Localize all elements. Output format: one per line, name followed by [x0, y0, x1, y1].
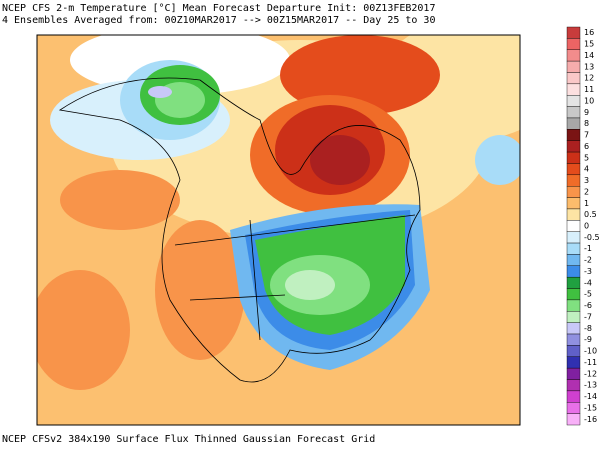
colorbar-label: -1 — [584, 244, 592, 253]
colorbar-swatch — [566, 174, 581, 187]
colorbar-label: -5 — [584, 290, 592, 299]
colorbar-label: -9 — [584, 335, 592, 344]
colorbar-swatch — [566, 333, 581, 346]
colorbar-label: 1 — [584, 199, 589, 208]
colorbar-label: 3 — [584, 176, 589, 185]
colorbar-swatch — [566, 311, 581, 323]
colorbar-swatch — [566, 106, 581, 119]
colorbar-label: 15 — [584, 40, 594, 49]
colorbar-label: -3 — [584, 267, 592, 276]
colorbar-label: 14 — [584, 51, 594, 60]
colorbar-label: 4 — [584, 165, 589, 174]
colorbar-label: -10 — [584, 347, 597, 356]
colorbar-label: 8 — [584, 119, 589, 128]
colorbar-label: -8 — [584, 324, 592, 333]
colorbar-swatch — [566, 163, 581, 176]
colorbar-label: 0.5 — [584, 210, 597, 219]
colorbar-swatch — [566, 379, 581, 392]
colorbar-swatch — [566, 38, 581, 50]
footer: NCEP CFSv2 384x190 Surface Flux Thinned … — [2, 434, 375, 445]
colorbar-swatch — [566, 367, 581, 380]
colorbar: 16 15 14 13 12 11 10 9 8 7 6 5 4 3 2 1 0.5 0 -0.5 -1 -2 -3 -4 -… — [566, 26, 600, 426]
colorbar-label: -6 — [584, 301, 592, 310]
colorbar-swatch — [566, 197, 581, 210]
colorbar-swatch — [566, 231, 581, 244]
colorbar-swatch — [566, 208, 581, 221]
colorbar-label: 9 — [584, 108, 589, 117]
colorbar-label: 5 — [584, 153, 589, 162]
colorbar-label: 10 — [584, 96, 594, 105]
colorbar-swatch — [566, 288, 581, 301]
colorbar-label: -16 — [584, 415, 597, 424]
colorbar-swatch — [566, 390, 581, 403]
colorbar-swatch — [566, 402, 581, 414]
colorbar-swatch — [566, 345, 581, 357]
colorbar-swatch — [566, 299, 581, 312]
colorbar-swatch — [566, 83, 581, 96]
colorbar-swatch — [566, 129, 581, 141]
colorbar-label: -15 — [584, 403, 597, 412]
colorbar-label: 0 — [584, 222, 589, 231]
colorbar-swatch — [566, 265, 581, 278]
colorbar-label: -0.5 — [584, 233, 600, 242]
colorbar-swatch — [566, 254, 581, 267]
title-line-1: NCEP CFS 2-m Temperature [°C] Mean Forec… — [2, 3, 435, 14]
colorbar-swatch — [566, 242, 581, 255]
colorbar-label: -2 — [584, 256, 592, 265]
colorbar-swatch — [566, 26, 581, 39]
colorbar-swatch — [566, 72, 581, 85]
colorbar-label: -12 — [584, 369, 597, 378]
colorbar-label: -7 — [584, 312, 592, 321]
colorbar-swatch — [566, 220, 581, 232]
colorbar-swatch — [566, 413, 581, 426]
map — [36, 34, 521, 426]
colorbar-swatch — [566, 151, 581, 164]
colorbar-label: 13 — [584, 62, 594, 71]
colorbar-label: 16 — [584, 28, 594, 37]
colorbar-label: 7 — [584, 131, 589, 140]
colorbar-label: 12 — [584, 74, 594, 83]
colorbar-swatch — [566, 95, 581, 107]
colorbar-swatch — [566, 60, 581, 73]
title-line-2: 4 Ensembles Averaged from: 00Z10MAR2017 … — [2, 15, 435, 26]
colorbar-swatch — [566, 356, 581, 369]
colorbar-swatch — [566, 49, 581, 62]
colorbar-label: 6 — [584, 142, 589, 151]
colorbar-label: -11 — [584, 358, 597, 367]
colorbar-label: -14 — [584, 392, 597, 401]
colorbar-label: -13 — [584, 381, 597, 390]
colorbar-swatch — [566, 322, 581, 335]
colorbar-swatch — [566, 185, 581, 198]
colorbar-label: -4 — [584, 278, 592, 287]
colorbar-label: 11 — [584, 85, 594, 94]
colorbar-swatch — [566, 117, 581, 130]
colorbar-swatch — [566, 276, 581, 289]
colorbar-swatch — [566, 140, 581, 153]
colorbar-label: 2 — [584, 187, 589, 196]
